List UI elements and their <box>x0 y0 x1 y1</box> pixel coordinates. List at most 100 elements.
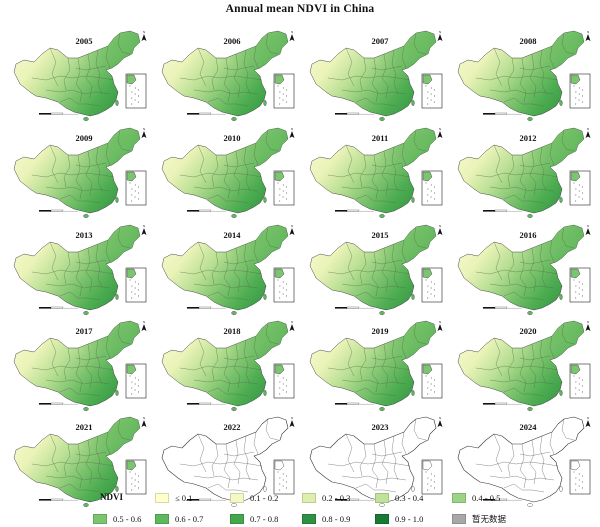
legend-swatch <box>302 514 316 524</box>
legend-item: 0.6 - 0.7 <box>155 514 203 524</box>
legend-label: 0.9 - 1.0 <box>395 514 424 524</box>
north-arrow-icon: N <box>437 224 443 235</box>
legend-swatch <box>230 514 244 524</box>
scale-bar <box>335 112 374 115</box>
north-arrow-icon: N <box>141 320 147 331</box>
scale-bar <box>335 498 374 501</box>
year-label: 2006 <box>223 36 241 46</box>
legend-label: 0.1 - 0.2 <box>250 493 279 503</box>
scale-bar <box>483 112 522 115</box>
map-panel-2016: N 2016 <box>450 222 596 316</box>
year-label: 2018 <box>223 326 241 336</box>
map-panel-2013: N 2013 <box>6 222 152 316</box>
legend-swatch <box>93 514 107 524</box>
legend-item: 0.2 - 0.3 <box>302 493 350 503</box>
year-label: 2023 <box>371 422 389 432</box>
map-panel-2024: N 2024 <box>450 414 596 508</box>
map-panel-2005: N 2005 <box>6 28 152 122</box>
scale-bar <box>187 112 226 115</box>
legend-swatch <box>375 493 389 503</box>
china-map: N <box>161 127 295 218</box>
year-label: 2012 <box>519 133 537 143</box>
year-label: 2017 <box>75 326 93 336</box>
scale-bar <box>39 306 78 309</box>
legend-item: 0.4 - 0.5 <box>452 493 500 503</box>
north-arrow-icon: N <box>437 416 443 427</box>
figure-title: Annual mean NDVI in China <box>225 3 375 15</box>
svg-text:N: N <box>587 127 589 131</box>
legend: NDVI ≤ 0.1 0.1 - 0.2 0.2 - 0.3 0.3 - 0.4 0.4… <box>0 488 600 527</box>
north-arrow-icon: N <box>289 30 295 41</box>
map-panel-2009: N 2009 <box>6 125 152 219</box>
map-panel-2010: N 2010 <box>154 125 300 219</box>
map-panel-2007: N 2007 <box>302 28 448 122</box>
svg-text:N: N <box>587 224 589 228</box>
year-label: 2009 <box>75 133 93 143</box>
svg-text:N: N <box>143 127 145 131</box>
svg-text:N: N <box>291 127 293 131</box>
north-arrow-icon: N <box>585 30 591 41</box>
scale-bar <box>187 209 226 212</box>
legend-item: 0.3 - 0.4 <box>375 493 423 503</box>
legend-label: 0.2 - 0.3 <box>322 493 351 503</box>
scale-bar <box>483 306 522 309</box>
year-label: 2022 <box>223 422 241 432</box>
north-arrow-icon: N <box>437 320 443 331</box>
china-map: N <box>457 224 591 315</box>
scale-bar <box>39 112 78 115</box>
legend-item: ≤ 0.1 <box>155 493 192 503</box>
china-map: N <box>309 320 443 411</box>
china-map: N <box>309 30 443 121</box>
year-label: 2016 <box>519 230 537 240</box>
legend-swatch <box>452 514 466 524</box>
svg-text:N: N <box>291 416 293 420</box>
svg-text:N: N <box>439 320 441 324</box>
map-panel-2017: N 2017 <box>6 318 152 412</box>
svg-text:N: N <box>143 30 145 34</box>
legend-item: 0.7 - 0.8 <box>230 514 278 524</box>
svg-text:N: N <box>587 320 589 324</box>
year-label: 2021 <box>75 422 93 432</box>
china-map: N <box>309 127 443 218</box>
svg-text:N: N <box>587 30 589 34</box>
map-panel-2014: N 2014 <box>154 222 300 316</box>
legend-label: 暂无数据 <box>472 514 507 524</box>
scale-bar <box>483 209 522 212</box>
legend-label: 0.7 - 0.8 <box>250 514 279 524</box>
year-label: 2019 <box>371 326 389 336</box>
scale-bar <box>187 306 226 309</box>
china-map: N <box>13 416 147 507</box>
year-label: 2024 <box>519 422 537 432</box>
china-map: N <box>13 320 147 411</box>
legend-label: 0.3 - 0.4 <box>395 493 424 503</box>
scale-bar <box>483 498 522 501</box>
map-grid: N 2005 N 2006 N 2007 N 2008 N 2009 N 2010 N 2011 N 2012… <box>6 28 596 507</box>
svg-text:N: N <box>143 320 145 324</box>
year-label: 2014 <box>223 230 241 240</box>
legend-label: 0.8 - 0.9 <box>322 514 351 524</box>
china-map: N <box>161 320 295 411</box>
china-map: N <box>457 127 591 218</box>
scale-bar <box>39 402 78 405</box>
year-label: 2013 <box>75 230 93 240</box>
north-arrow-icon: N <box>437 127 443 138</box>
north-arrow-icon: N <box>289 127 295 138</box>
north-arrow-icon: N <box>585 416 591 427</box>
china-map: N <box>161 30 295 121</box>
map-panel-2011: N 2011 <box>302 125 448 219</box>
china-map: N <box>457 320 591 411</box>
legend-label: 0.4 - 0.5 <box>472 493 501 503</box>
map-panel-2019: N 2019 <box>302 318 448 412</box>
north-arrow-icon: N <box>437 30 443 41</box>
year-label: 2015 <box>371 230 389 240</box>
map-panel-2006: N 2006 <box>154 28 300 122</box>
legend-title: NDVI <box>100 492 124 502</box>
china-map: N <box>161 224 295 315</box>
svg-text:N: N <box>439 30 441 34</box>
legend-swatch <box>452 493 466 503</box>
china-map: N <box>13 127 147 218</box>
legend-swatch <box>230 493 244 503</box>
north-arrow-icon: N <box>289 224 295 235</box>
scale-bar <box>39 498 78 501</box>
